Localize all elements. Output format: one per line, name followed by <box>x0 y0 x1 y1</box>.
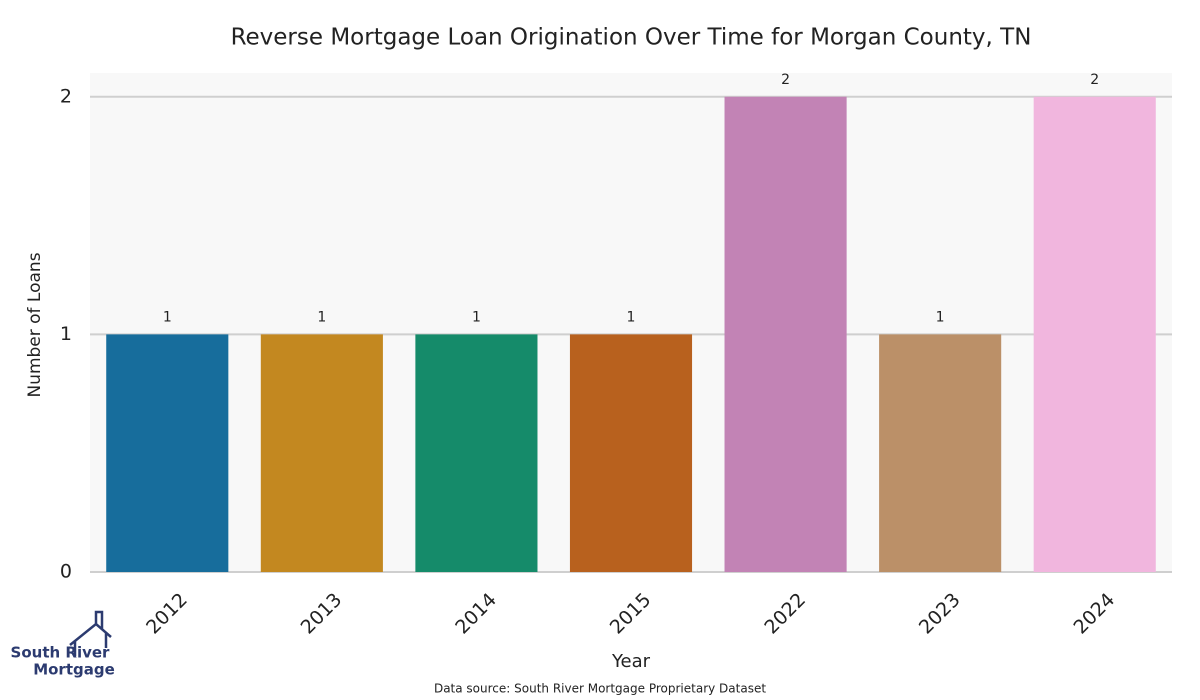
bar <box>724 96 847 572</box>
x-tick-label: 2024 <box>1069 589 1119 639</box>
value-label: 1 <box>163 309 172 325</box>
x-tick-label: 2013 <box>297 589 347 639</box>
x-tick-label: 2015 <box>606 589 656 639</box>
value-label: 1 <box>627 309 636 325</box>
value-label: 1 <box>936 309 945 325</box>
y-axis-label: Number of Loans <box>25 252 45 397</box>
bar <box>879 334 1002 572</box>
source-note: Data source: South River Mortgage Propri… <box>434 682 766 696</box>
bar <box>415 334 538 572</box>
value-label: 1 <box>472 309 481 325</box>
bar <box>106 334 229 572</box>
value-label: 1 <box>317 309 326 325</box>
logo-text: Mortgage <box>33 661 115 679</box>
y-tick-label: 0 <box>60 561 72 583</box>
y-tick-label: 2 <box>60 85 72 107</box>
bar <box>569 334 693 572</box>
x-tick-label: 2023 <box>915 589 965 639</box>
bar <box>1033 96 1156 572</box>
y-tick-label: 1 <box>60 323 72 345</box>
x-tick-label: 2022 <box>760 589 810 639</box>
value-label: 2 <box>781 72 790 88</box>
bar <box>260 334 383 572</box>
chart-title: Reverse Mortgage Loan Origination Over T… <box>231 25 1032 51</box>
logo-house <box>69 610 112 656</box>
x-tick-label: 2014 <box>451 589 501 639</box>
value-label: 2 <box>1090 72 1099 88</box>
logo-text: South River <box>11 644 111 662</box>
x-tick-label: 2012 <box>142 589 192 639</box>
x-axis-label: Year <box>611 651 651 672</box>
